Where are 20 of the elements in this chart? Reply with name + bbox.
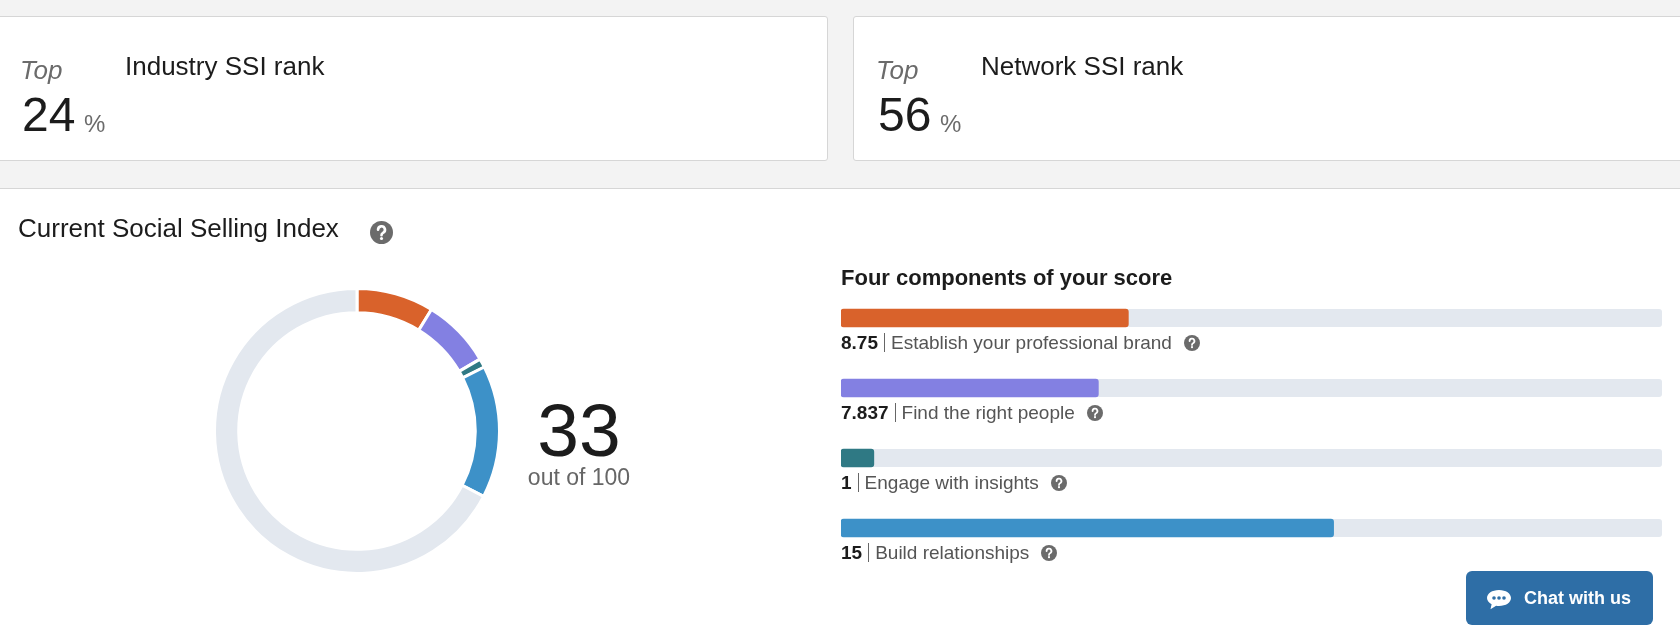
text: % [940, 110, 962, 137]
text: Network SSI rank [981, 51, 1184, 81]
text: 24 [22, 88, 76, 141]
y-tick-label: Establish your professional brand [890, 332, 1172, 353]
y-tick-label: Find the right people [901, 402, 1075, 423]
text: Top [20, 55, 63, 85]
y-tick-label: Build relationships [875, 542, 1030, 563]
data-label: 7.837 [841, 402, 889, 423]
text: 56 [878, 88, 932, 141]
bar [841, 448, 875, 468]
text: Chat with us [1524, 588, 1631, 608]
data-label: 15 [841, 542, 863, 563]
y-tick-label: Engage with insights [864, 472, 1039, 493]
text: Top [876, 55, 919, 85]
data-label: 1 [841, 472, 852, 493]
text: % [84, 110, 106, 137]
chart-title: Current Social Selling Index [18, 213, 339, 243]
text: Industry SSI rank [125, 51, 325, 81]
data-label: 8.75 [841, 332, 878, 353]
chart-title: Four components of your score [841, 265, 1173, 290]
